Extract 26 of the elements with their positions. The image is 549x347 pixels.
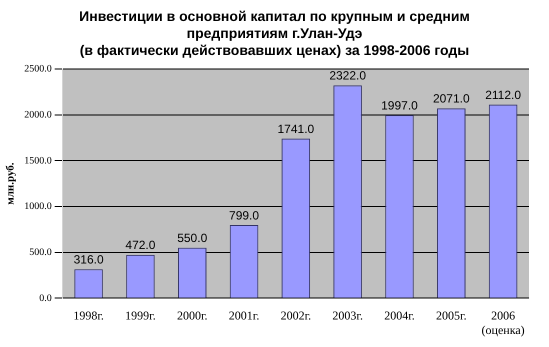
x-tick-label: 2000г. <box>176 308 208 323</box>
data-label: 2071.0 <box>432 92 470 106</box>
x-tick-label: 2006 (оценка) <box>482 308 525 337</box>
x-tick-label: 2002г. <box>280 308 312 323</box>
data-label: 2322.0 <box>329 68 366 83</box>
y-tick-label: 2500.0 <box>24 64 52 75</box>
x-tick-label: 1999г. <box>125 308 156 323</box>
data-label: 1997.0 <box>381 98 418 112</box>
data-label: 316.0 <box>74 252 104 267</box>
y-axis-title: млн.руб. <box>4 162 16 205</box>
data-label: 799.0 <box>229 208 260 222</box>
x-tick-label: 2001г. <box>228 308 260 323</box>
chart-title: Инвестиции в основной капитал по крупным и средним предприятиям г.Улан-Удэ (в фактически действовавших ценах) за 1998-2006 годы <box>78 8 471 59</box>
data-label: 472.0 <box>125 238 156 252</box>
x-tick-label: 2004г. <box>384 308 415 323</box>
x-tick-label: 1998г. <box>73 308 104 323</box>
x-tick-label: 2005г. <box>436 308 467 323</box>
data-label: 550.0 <box>177 231 208 246</box>
data-label: 2112.0 <box>485 88 522 102</box>
y-tick-label: 0.0 <box>39 292 52 304</box>
x-tick-label: 2003г. <box>332 308 363 323</box>
y-tick-label: 500.0 <box>29 246 52 258</box>
y-tick-label: 2000.0 <box>24 109 52 120</box>
y-tick-label: 1500.0 <box>24 155 52 166</box>
y-tick-label: 1000.0 <box>24 201 52 212</box>
data-label: 1741.0 <box>278 122 315 136</box>
